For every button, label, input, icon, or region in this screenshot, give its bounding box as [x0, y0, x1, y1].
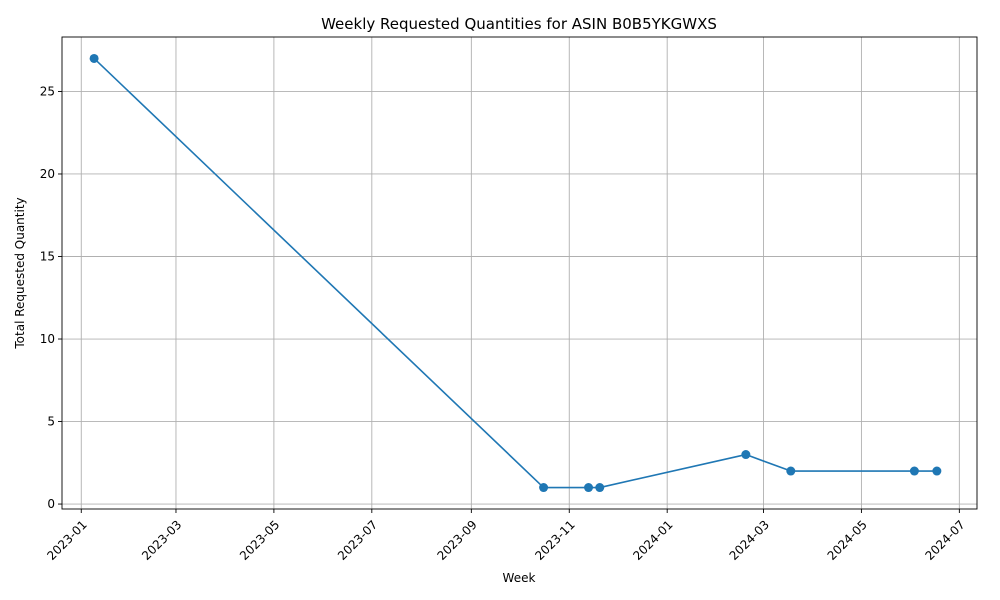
data-point	[539, 483, 549, 493]
y-tick-label: 20	[40, 167, 55, 181]
data-point	[909, 466, 919, 476]
plot-frame	[61, 36, 978, 510]
y-axis-label: Total Requested Quantity	[13, 197, 27, 349]
data-point	[595, 483, 605, 493]
y-tick-label: 0	[47, 497, 55, 511]
y-tick-label: 15	[40, 249, 55, 263]
data-point	[932, 466, 942, 476]
y-tick-label: 25	[40, 84, 55, 98]
y-tick-label: 10	[40, 332, 55, 346]
series-line	[93, 57, 937, 489]
series-layer	[89, 53, 942, 493]
gridlines	[62, 37, 977, 509]
data-point	[584, 483, 594, 493]
x-axis-label: Week	[503, 571, 536, 585]
data-point	[89, 53, 99, 63]
y-tick-label: 5	[47, 415, 55, 429]
chart-title: Weekly Requested Quantities for ASIN B0B…	[321, 15, 717, 33]
data-point	[786, 466, 796, 476]
data-point	[741, 450, 751, 460]
